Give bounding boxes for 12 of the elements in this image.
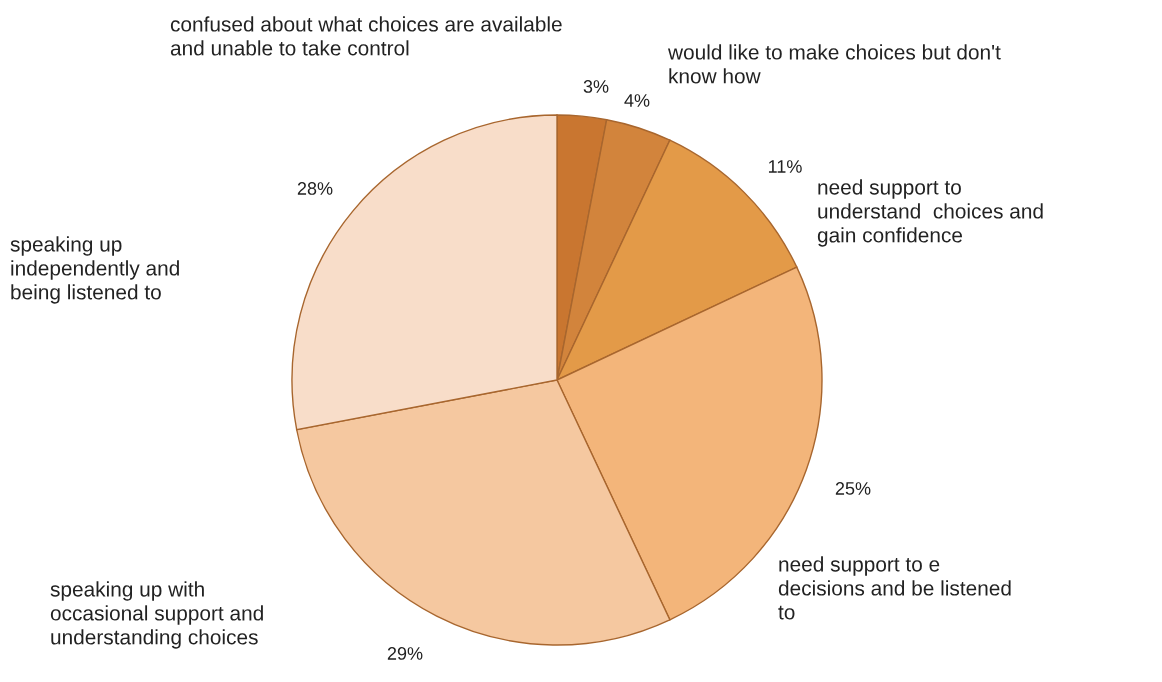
slice-label: confused about what choices are available and unable to take control [170, 16, 562, 56]
slice-label: need support to understand choices and gain confidence [817, 179, 1043, 247]
data-label: 11% [768, 160, 802, 173]
data-label: 29% [387, 647, 423, 660]
data-label: 3% [583, 80, 609, 93]
slice-label: speaking up independently and being listened to [10, 236, 179, 304]
data-label: 28% [297, 182, 333, 195]
data-label: 25% [835, 482, 871, 495]
slice-label: need support to e decisions and be listened to [778, 556, 1011, 620]
data-label: 4% [624, 94, 650, 107]
slice-label: speaking up with occasional support and understanding choices [50, 581, 263, 649]
slice-label: would like to make choices but don't know how [667, 44, 1001, 84]
